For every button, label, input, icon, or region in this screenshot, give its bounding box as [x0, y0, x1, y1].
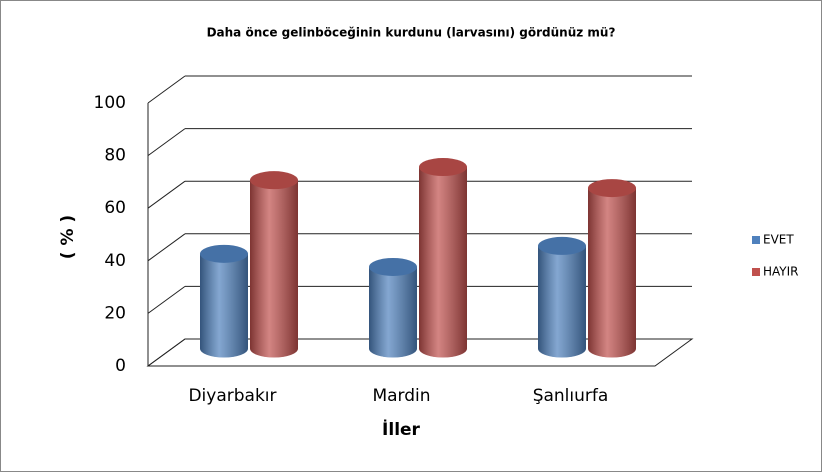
y-tick-label: 100	[94, 93, 126, 113]
y-tick-label: 0	[115, 356, 126, 376]
bar-shade	[250, 180, 298, 358]
y-tick-label: 80	[104, 146, 126, 166]
grid-line	[147, 338, 186, 367]
chart-title: Daha önce gelinböceğinin kurdunu (larvas…	[207, 26, 616, 40]
legend-swatch	[752, 268, 760, 276]
bar-top-shade	[250, 171, 298, 190]
bar	[200, 244, 248, 358]
legend-label: EVET	[763, 233, 794, 247]
bar-shade	[588, 188, 636, 358]
bar-top-shade	[369, 257, 417, 276]
x-tick-label: Şanlıurfa	[533, 386, 609, 406]
bar	[538, 236, 586, 358]
grid-line	[147, 180, 186, 209]
bar-top-shade	[419, 158, 467, 177]
bar-top-shade	[200, 244, 248, 263]
y-axis-title: ( % )	[58, 215, 78, 259]
bar-top	[538, 236, 586, 255]
bar-top	[200, 244, 248, 263]
bar-top	[369, 257, 417, 276]
bar-shade	[419, 167, 467, 358]
bar	[250, 171, 298, 358]
bar	[419, 158, 467, 358]
legend-swatch	[752, 236, 760, 244]
x-tick-label: Diyarbakır	[188, 386, 276, 406]
y-tick-label: 40	[104, 251, 126, 271]
bar-shade	[369, 266, 417, 358]
grid-line	[147, 233, 186, 262]
x-axis-title: İller	[382, 418, 421, 440]
bar-top	[419, 158, 467, 177]
bar-top	[250, 171, 298, 190]
bar-top	[588, 179, 636, 198]
grid-line	[147, 75, 186, 104]
grid-line	[147, 128, 186, 157]
bar	[588, 179, 636, 358]
bar-shade	[538, 245, 586, 358]
bar-top-shade	[538, 236, 586, 255]
y-tick-label: 60	[104, 198, 126, 218]
x-tick-label: Mardin	[372, 386, 430, 406]
y-tick-label: 20	[104, 303, 126, 323]
legend-label: HAYIR	[763, 265, 799, 279]
grid-line	[147, 285, 186, 314]
bar-shade	[200, 253, 248, 358]
bar-top-shade	[588, 179, 636, 198]
bar	[369, 257, 417, 358]
